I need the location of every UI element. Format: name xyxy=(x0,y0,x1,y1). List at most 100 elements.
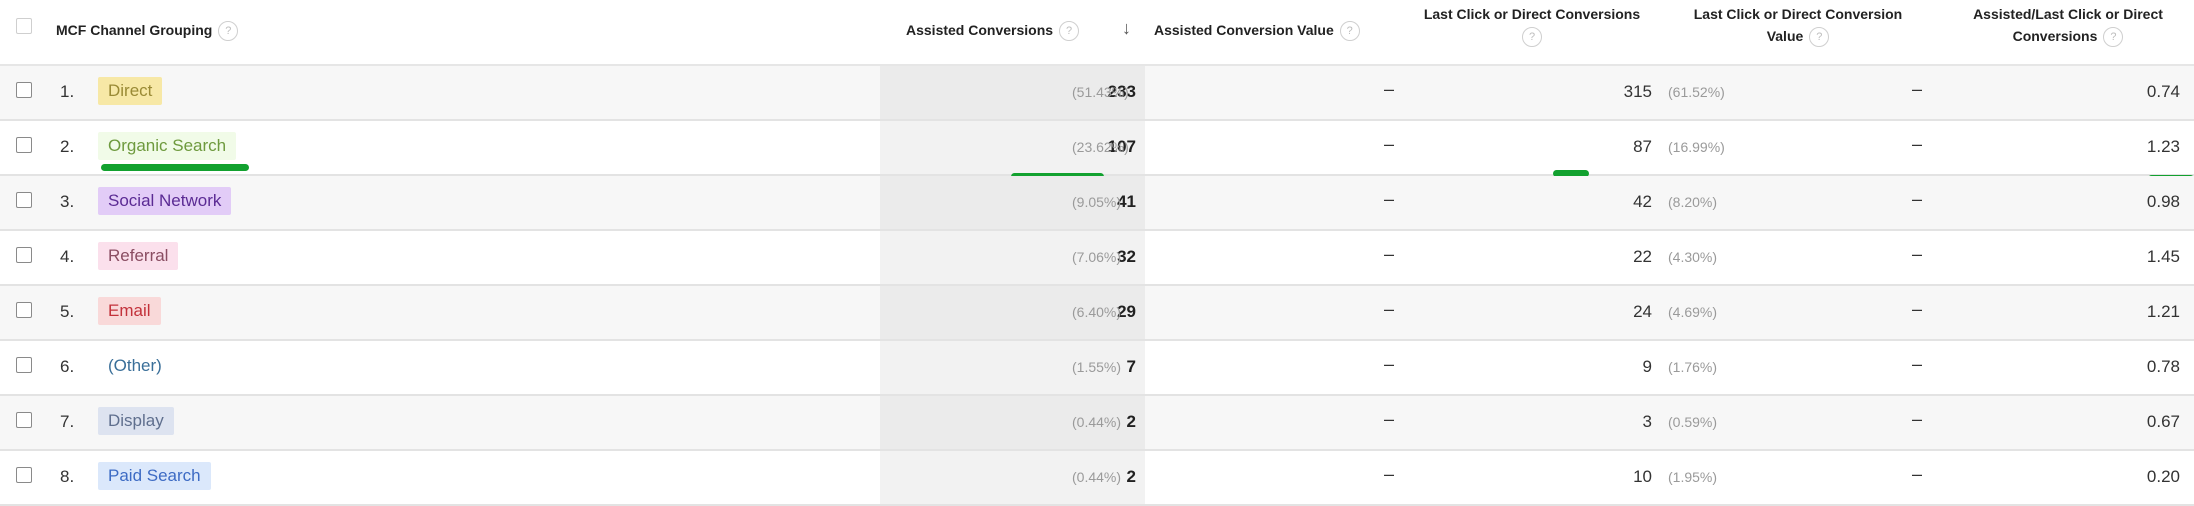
help-icon[interactable]: ? xyxy=(1809,27,1830,48)
last-click-conversions: 315 xyxy=(1623,82,1652,101)
sorted-column-shade xyxy=(880,341,1145,394)
assisted-conversions: 2 xyxy=(1126,412,1136,431)
assisted-conversions: 41 xyxy=(1117,192,1136,211)
sorted-column-shade xyxy=(880,231,1145,284)
col-last-click-value[interactable]: Last Click or Direct Conversion Value? xyxy=(1668,3,1928,48)
row-index: 3. xyxy=(60,192,75,211)
row-index: 8. xyxy=(60,467,75,486)
assisted-conversions-pct: (9.05%) xyxy=(1072,194,1122,210)
channel-label[interactable]: Paid Search xyxy=(98,462,211,490)
help-icon[interactable]: ? xyxy=(1339,21,1360,42)
row-checkbox[interactable] xyxy=(16,302,32,318)
select-all-checkbox[interactable] xyxy=(16,18,32,34)
assisted-conversion-value: – xyxy=(1384,299,1395,319)
last-click-conversions: 10 xyxy=(1633,467,1652,486)
col-assisted-conversions[interactable]: Assisted Conversions? xyxy=(906,19,1080,42)
assisted-last-click-ratio: 0.78 xyxy=(2146,357,2180,376)
assisted-conversion-value: – xyxy=(1384,244,1395,264)
channel-label[interactable]: Social Network xyxy=(98,187,232,215)
table-row: 4. Referral 32 (7.06%) – 22 (4.30%) – 1.… xyxy=(0,231,2194,286)
assisted-conversions: 233 xyxy=(1107,82,1136,101)
table-row: 5. Email 29 (6.40%) – 24 (4.69%) – 1.21 xyxy=(0,286,2194,341)
assisted-conversions: 29 xyxy=(1117,302,1136,321)
help-icon[interactable]: ? xyxy=(1522,27,1542,48)
channel-label[interactable]: Referral xyxy=(98,242,179,270)
last-click-conversion-value: – xyxy=(1912,244,1923,264)
last-click-conversion-value: – xyxy=(1912,299,1923,319)
row-index: 2. xyxy=(60,137,75,156)
assisted-conversion-value: – xyxy=(1384,134,1395,154)
help-icon[interactable]: ? xyxy=(2103,27,2124,48)
last-click-conversion-value: – xyxy=(1912,134,1923,154)
last-click-conversions: 24 xyxy=(1633,302,1652,321)
last-click-conversion-value: – xyxy=(1912,189,1923,209)
last-click-conversions: 87 xyxy=(1633,137,1652,156)
highlight-underline xyxy=(101,164,249,171)
help-icon[interactable]: ? xyxy=(1059,21,1080,42)
assisted-last-click-ratio: 1.21 xyxy=(2146,302,2180,321)
row-checkbox[interactable] xyxy=(16,357,32,373)
highlight-underline xyxy=(1553,170,1589,177)
channel-label[interactable]: Display xyxy=(98,407,174,435)
sorted-column-shade xyxy=(880,66,1145,119)
row-checkbox[interactable] xyxy=(16,137,32,153)
assisted-conversions-pct: (23.62%) xyxy=(1072,139,1129,155)
assisted-last-click-ratio: 1.45 xyxy=(2146,247,2180,266)
row-checkbox[interactable] xyxy=(16,192,32,208)
assisted-last-click-ratio: 0.74 xyxy=(2146,82,2180,101)
assisted-last-click-ratio: 1.23 xyxy=(2146,137,2180,156)
channel-label[interactable]: Email xyxy=(98,297,161,325)
row-checkbox[interactable] xyxy=(16,82,32,98)
last-click-conversions-pct: (8.20%) xyxy=(1668,194,1718,210)
assisted-conversion-value: – xyxy=(1384,354,1395,374)
help-icon[interactable]: ? xyxy=(218,21,239,42)
assisted-conversions-pct: (7.06%) xyxy=(1072,249,1122,265)
assisted-conversions-pct: (0.44%) xyxy=(1072,414,1122,430)
assisted-conversion-value: – xyxy=(1384,464,1395,484)
assisted-last-click-ratio: 0.98 xyxy=(2146,192,2180,211)
assisted-last-click-ratio: 0.67 xyxy=(2146,412,2180,431)
last-click-conversions: 42 xyxy=(1633,192,1652,211)
last-click-conversions-pct: (4.30%) xyxy=(1668,249,1718,265)
row-index: 1. xyxy=(60,82,75,101)
col-last-click-conversions[interactable]: Last Click or Direct Conversions ? xyxy=(1412,3,1652,48)
table-row: 7. Display 2 (0.44%) – 3 (0.59%) – 0.67 xyxy=(0,396,2194,451)
table-row: 3. Social Network 41 (9.05%) – 42 (8.20%… xyxy=(0,176,2194,231)
assisted-conversions: 107 xyxy=(1107,137,1136,156)
col-assisted-conversion-value[interactable]: Assisted Conversion Value? xyxy=(1154,19,1360,42)
last-click-conversions: 22 xyxy=(1633,247,1652,266)
last-click-conversion-value: – xyxy=(1912,79,1923,99)
sorted-column-shade xyxy=(880,121,1145,174)
last-click-conversions-pct: (16.99%) xyxy=(1668,139,1725,155)
last-click-conversion-value: – xyxy=(1912,409,1923,429)
row-checkbox[interactable] xyxy=(16,247,32,263)
sort-arrow-down-icon[interactable]: ↓ xyxy=(1122,18,1131,38)
assisted-conversions-pct: (1.55%) xyxy=(1072,359,1122,375)
col-channel-grouping[interactable]: MCF Channel Grouping? xyxy=(56,19,239,42)
channel-label[interactable]: (Other) xyxy=(108,356,162,375)
sorted-column-shade xyxy=(880,176,1145,229)
assisted-conversions: 7 xyxy=(1126,357,1136,376)
last-click-conversions-pct: (61.52%) xyxy=(1668,84,1725,100)
table-row: 1. Direct 233 (51.43%) – 315 (61.52%) – … xyxy=(0,66,2194,121)
assisted-conversions-pct: (51.43%) xyxy=(1072,84,1129,100)
row-checkbox[interactable] xyxy=(16,467,32,483)
table-header: MCF Channel Grouping? Assisted Conversio… xyxy=(0,0,2194,66)
table-row: 8. Paid Search 2 (0.44%) – 10 (1.95%) – … xyxy=(0,451,2194,506)
assisted-conversions: 32 xyxy=(1117,247,1136,266)
table-row: 6. (Other) 7 (1.55%) – 9 (1.76%) – 0.78 xyxy=(0,341,2194,396)
assisted-conversions-pct: (6.40%) xyxy=(1072,304,1122,320)
assisted-last-click-ratio: 0.20 xyxy=(2146,467,2180,486)
table-row: 2. Organic Search 107 (23.62%) – 87 (16.… xyxy=(0,121,2194,182)
channel-label[interactable]: Direct xyxy=(98,77,163,105)
assisted-conversion-value: – xyxy=(1384,189,1395,209)
sorted-column-shade xyxy=(880,286,1145,339)
assisted-conversion-value: – xyxy=(1384,409,1395,429)
row-index: 5. xyxy=(60,302,75,321)
channel-label[interactable]: Organic Search xyxy=(98,132,237,160)
row-checkbox[interactable] xyxy=(16,412,32,428)
last-click-conversion-value: – xyxy=(1912,354,1923,374)
col-ratio[interactable]: Assisted/Last Click or Direct Conversion… xyxy=(1948,3,2188,48)
assisted-conversions-pct: (0.44%) xyxy=(1072,469,1122,485)
